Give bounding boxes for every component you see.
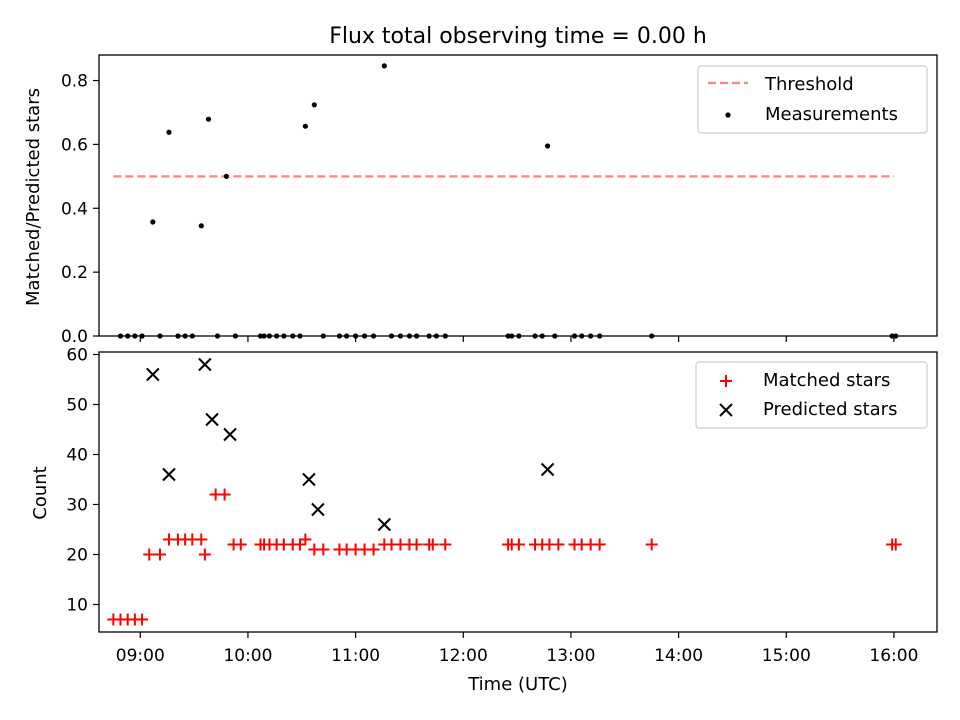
top-y-tick-label: 0.4 bbox=[61, 199, 88, 219]
bottom-y-axis-label: Count bbox=[30, 466, 51, 519]
bottom-y-tick-label: 20 bbox=[66, 546, 88, 566]
measurement-point bbox=[545, 143, 551, 149]
predicted-star-point bbox=[162, 467, 176, 482]
bottom-y-axis: 10 20 30 40 50 60 bbox=[66, 346, 99, 616]
x-tick-label: 10:00 bbox=[223, 646, 272, 666]
bottom-y-tick-label: 10 bbox=[66, 596, 88, 616]
matched-star-point bbox=[889, 538, 902, 551]
predicted-star-point bbox=[540, 462, 555, 477]
matched-star-point bbox=[299, 533, 312, 546]
predicted-star-point bbox=[302, 472, 316, 487]
bottom-panel: 10 20 30 40 50 60 09:00 10:00 11:00 12:00 13:00 14… bbox=[30, 346, 938, 695]
top-y-axis-label: Matched/Predicted stars bbox=[23, 88, 44, 306]
predicted-star-point bbox=[146, 367, 160, 382]
top-panel: 0.00.20.40.60.8 Matched/Predicted stars … bbox=[23, 54, 938, 347]
predicted-star-point bbox=[198, 357, 212, 372]
legend-measurements-swatch bbox=[725, 112, 731, 118]
measurement-point bbox=[205, 116, 212, 122]
bottom-y-tick-label: 60 bbox=[66, 346, 88, 366]
matched-star-point bbox=[317, 543, 330, 556]
x-axis-label: Time (UTC) bbox=[467, 674, 568, 695]
legend-threshold-label: Threshold bbox=[764, 74, 854, 95]
legend-predicted-label: Predicted stars bbox=[763, 399, 897, 420]
matched-star-point bbox=[439, 538, 452, 551]
predicted-star-point bbox=[223, 427, 237, 442]
measurement-point bbox=[223, 173, 230, 179]
bottom-y-tick-label: 40 bbox=[66, 446, 88, 466]
matched-star-point bbox=[143, 548, 156, 561]
bottom-legend-frame bbox=[695, 361, 928, 429]
measurement-point bbox=[311, 102, 317, 108]
top-legend-frame bbox=[697, 65, 928, 134]
matched-star-point bbox=[136, 613, 149, 626]
bottom-y-tick-label: 30 bbox=[66, 496, 88, 516]
bottom-points-layer bbox=[107, 357, 902, 626]
predicted-star-point bbox=[311, 502, 325, 517]
top-plot-frame bbox=[98, 54, 938, 337]
bottom-legend: Matched stars Predicted stars bbox=[695, 361, 928, 429]
top-y-axis: 0.0 0.2 0.4 0.6 0.8 bbox=[61, 72, 99, 347]
top-y-tick-label: 0.8 bbox=[61, 72, 88, 92]
matched-star-point bbox=[593, 538, 606, 551]
legend-predicted-swatch bbox=[719, 403, 733, 417]
matched-star-point bbox=[198, 548, 211, 561]
bottom-plot-frame bbox=[98, 351, 938, 633]
predicted-star-point bbox=[377, 517, 392, 532]
matched-star-point bbox=[367, 543, 380, 556]
top-legend: Threshold Measurements bbox=[697, 65, 928, 134]
measurement-point bbox=[381, 63, 387, 69]
top-y-tick-label: 0.2 bbox=[61, 263, 88, 283]
x-tick-label: 09:00 bbox=[116, 646, 165, 666]
x-tick-label: 15:00 bbox=[762, 646, 811, 666]
top-y-tick-label: 0.0 bbox=[61, 327, 88, 347]
x-tick-label: 12:00 bbox=[439, 646, 488, 666]
x-tick-label: 13:00 bbox=[546, 646, 595, 666]
matched-star-point bbox=[195, 533, 208, 546]
top-y-tick-label: 0.6 bbox=[61, 135, 88, 155]
matched-star-point bbox=[154, 548, 167, 561]
matched-star-point bbox=[426, 538, 439, 551]
predicted-star-point bbox=[205, 412, 219, 427]
matched-star-point bbox=[234, 538, 247, 551]
measurement-point bbox=[198, 223, 204, 229]
matched-star-point bbox=[645, 538, 658, 551]
matched-star-point bbox=[218, 488, 231, 501]
x-tick-label: 16:00 bbox=[869, 646, 918, 666]
bottom-x-axis: 09:00 10:00 11:00 12:00 13:00 14:00 15:00 16:00 bbox=[116, 632, 918, 666]
legend-matched-label: Matched stars bbox=[763, 370, 890, 391]
chart-title: Flux total observing time = 0.00 h bbox=[329, 24, 707, 49]
legend-matched-swatch bbox=[720, 375, 732, 387]
measurement-point bbox=[302, 123, 308, 129]
legend-measurements-label: Measurements bbox=[765, 104, 898, 125]
matched-star-point bbox=[512, 538, 525, 551]
matched-star-point bbox=[410, 538, 423, 551]
x-tick-label: 11:00 bbox=[331, 646, 380, 666]
bottom-y-tick-label: 50 bbox=[66, 396, 88, 416]
matched-star-point bbox=[552, 538, 565, 551]
measurement-point bbox=[150, 219, 156, 225]
measurement-point bbox=[166, 129, 172, 135]
x-tick-label: 14:00 bbox=[654, 646, 703, 666]
